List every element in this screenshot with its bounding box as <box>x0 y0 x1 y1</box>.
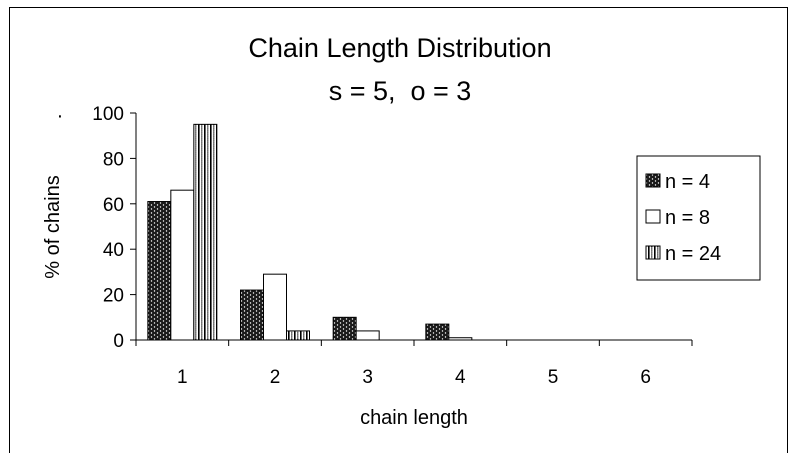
x-tick-label: 2 <box>270 367 281 388</box>
bar-n-24-2 <box>286 330 310 341</box>
bar-n-4-1 <box>147 201 172 341</box>
x-tick-label: 6 <box>640 367 651 388</box>
legend: n = 4 n = 8 n = 24 <box>636 155 761 281</box>
x-tick-label: 5 <box>548 367 559 388</box>
legend-label: n = 8 <box>665 207 710 229</box>
y-tick-label: 20 <box>103 286 124 307</box>
x-tick-label: 3 <box>362 367 373 388</box>
legend-swatch <box>645 209 661 224</box>
bar-n-8-1 <box>170 189 195 341</box>
x-tick-label: 1 <box>177 367 188 388</box>
legend-label: n = 4 <box>665 171 710 193</box>
y-tick-label: 80 <box>103 149 124 170</box>
x-axis-label: chain length <box>360 407 468 429</box>
legend-swatch <box>645 245 661 260</box>
bar-n-8-3 <box>355 330 380 341</box>
y-tick-label: 0 <box>113 331 124 352</box>
chart-subtitle: s = 5, o = 3 <box>329 76 472 106</box>
bar-n-4-2 <box>240 289 264 341</box>
bar-n-24-1 <box>193 123 218 341</box>
bar-n-4-4 <box>425 323 450 341</box>
y-tick-label: 40 <box>103 240 124 261</box>
y-tick-label: 60 <box>103 195 124 216</box>
chart-frame <box>9 7 788 453</box>
bar-n-4-3 <box>332 316 357 341</box>
y-tick-label: 100 <box>92 104 124 125</box>
y-axis-label: % of chains <box>42 175 64 278</box>
legend-label: n = 24 <box>665 243 721 265</box>
legend-swatch <box>645 173 661 188</box>
x-tick-label: 4 <box>455 367 466 388</box>
y-axis-label-prefix: · <box>57 105 64 127</box>
chart-title: Chain Length Distribution <box>248 33 551 63</box>
bar-n-8-2 <box>263 273 287 341</box>
